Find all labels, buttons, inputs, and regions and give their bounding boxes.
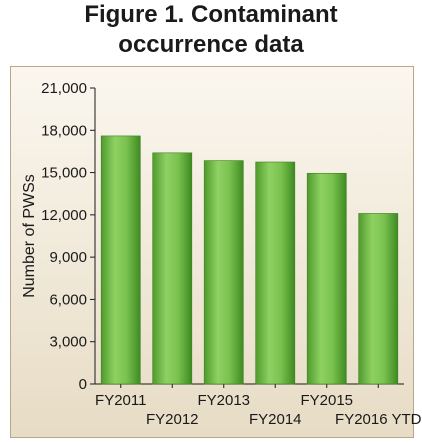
x-tick-label: FY2012 — [146, 411, 199, 428]
labels: 0 3,000 6,000 9,000 12,000 15,000 18,000 21,000… — [21, 80, 422, 428]
x-tick-label: FY2014 — [249, 411, 302, 428]
y-tick-label: 21,000 — [41, 80, 87, 97]
y-tick-label: 15,000 — [41, 165, 87, 182]
y-tick-label: 9,000 — [49, 249, 87, 266]
y-tick-label: 18,000 — [41, 122, 87, 139]
x-tick-label: FY2013 — [197, 392, 250, 409]
x-tick-label: FY2015 — [300, 392, 353, 409]
bar-fy2016-ytd — [358, 213, 399, 385]
y-tick-label: 6,000 — [49, 291, 87, 308]
x-tick-label: FY2016 YTD — [335, 411, 422, 428]
y-tick-label: 0 — [79, 376, 87, 393]
figure-title-line-1: Figure 1. Contaminant — [84, 1, 338, 28]
bar-fy2015 — [306, 172, 347, 385]
bar-fy2014 — [255, 161, 296, 385]
x-tick-label: FY2011 — [95, 392, 146, 409]
axes — [90, 87, 404, 388]
figure-title-line-2: occurrence data — [118, 31, 304, 58]
bars — [100, 135, 399, 385]
figure-title: Figure 1. Contaminant occurrence data — [0, 0, 422, 60]
y-tick-label: 3,000 — [49, 334, 87, 351]
bar-fy2012 — [152, 152, 193, 385]
bar-fy2013 — [203, 160, 244, 385]
bar-fy2011 — [100, 135, 141, 385]
y-axis-title: Number of PWSs — [21, 174, 38, 298]
y-tick-label: 12,000 — [41, 207, 87, 224]
